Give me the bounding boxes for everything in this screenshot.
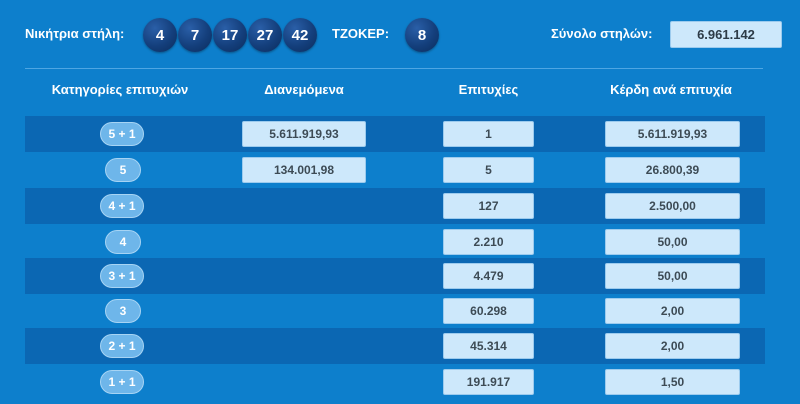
prize-per-win: 50,00 [605, 229, 740, 255]
category-badge: 3 [105, 299, 141, 323]
winners-count: 5 [443, 157, 534, 183]
distributed-amount: 134.001,98 [242, 157, 366, 183]
category-badge: 1 + 1 [100, 370, 144, 394]
category-badge: 5 + 1 [100, 122, 144, 146]
prize-per-win: 1,50 [605, 369, 740, 395]
winning-column-label: Νικήτρια στήλη: [25, 26, 125, 41]
column-header-winners: Επιτυχίες [458, 82, 519, 97]
winning-number-ball: 42 [283, 18, 317, 52]
column-header-prize: Κέρδη ανά επιτυχία [610, 82, 732, 97]
table-row: 5 + 1 5.611.919,93 1 5.611.919,93 [25, 116, 765, 152]
table-row: 3 60.298 2,00 [25, 293, 765, 329]
prize-per-win: 2.500,00 [605, 193, 740, 219]
winning-number-ball: 17 [213, 18, 247, 52]
column-header-categories: Κατηγορίες επιτυχιών [51, 82, 189, 97]
distributed-amount: 5.611.919,93 [242, 121, 366, 147]
prize-per-win: 26.800,39 [605, 157, 740, 183]
table-row: 4 2.210 50,00 [25, 224, 765, 260]
prize-per-win: 50,00 [605, 263, 740, 289]
joker-label: ΤΖΟΚΕΡ: [332, 26, 390, 41]
winning-numbers-bar: Νικήτρια στήλη: 4 7 17 27 42 ΤΖΟΚΕΡ: 8 Σ… [0, 0, 800, 68]
winners-count: 1 [443, 121, 534, 147]
winners-count: 60.298 [443, 298, 534, 324]
total-columns-label: Σύνολο στηλών: [551, 26, 653, 41]
prize-per-win: 2,00 [605, 333, 740, 359]
winners-count: 4.479 [443, 263, 534, 289]
table-row: 4 + 1 127 2.500,00 [25, 188, 765, 224]
table-row: 2 + 1 45.314 2,00 [25, 328, 765, 364]
winners-count: 2.210 [443, 229, 534, 255]
header-divider [25, 68, 763, 69]
winning-number-ball: 4 [143, 18, 177, 52]
category-badge: 5 [105, 158, 141, 182]
column-header-distributed: Διανεμόμενα [264, 82, 344, 97]
winning-number-ball: 7 [178, 18, 212, 52]
table-row: 3 + 1 4.479 50,00 [25, 258, 765, 294]
joker-number-ball: 8 [405, 18, 439, 52]
winners-count: 45.314 [443, 333, 534, 359]
table-row: 5 134.001,98 5 26.800,39 [25, 152, 765, 188]
category-badge: 4 + 1 [100, 194, 144, 218]
category-badge: 2 + 1 [100, 334, 144, 358]
prize-per-win: 5.611.919,93 [605, 121, 740, 147]
category-badge: 4 [105, 230, 141, 254]
total-columns-value: 6.961.142 [670, 21, 782, 48]
winners-count: 127 [443, 193, 534, 219]
winning-number-ball: 27 [248, 18, 282, 52]
prize-per-win: 2,00 [605, 298, 740, 324]
category-badge: 3 + 1 [100, 264, 144, 288]
winners-count: 191.917 [443, 369, 534, 395]
table-row: 1 + 1 191.917 1,50 [25, 364, 765, 400]
